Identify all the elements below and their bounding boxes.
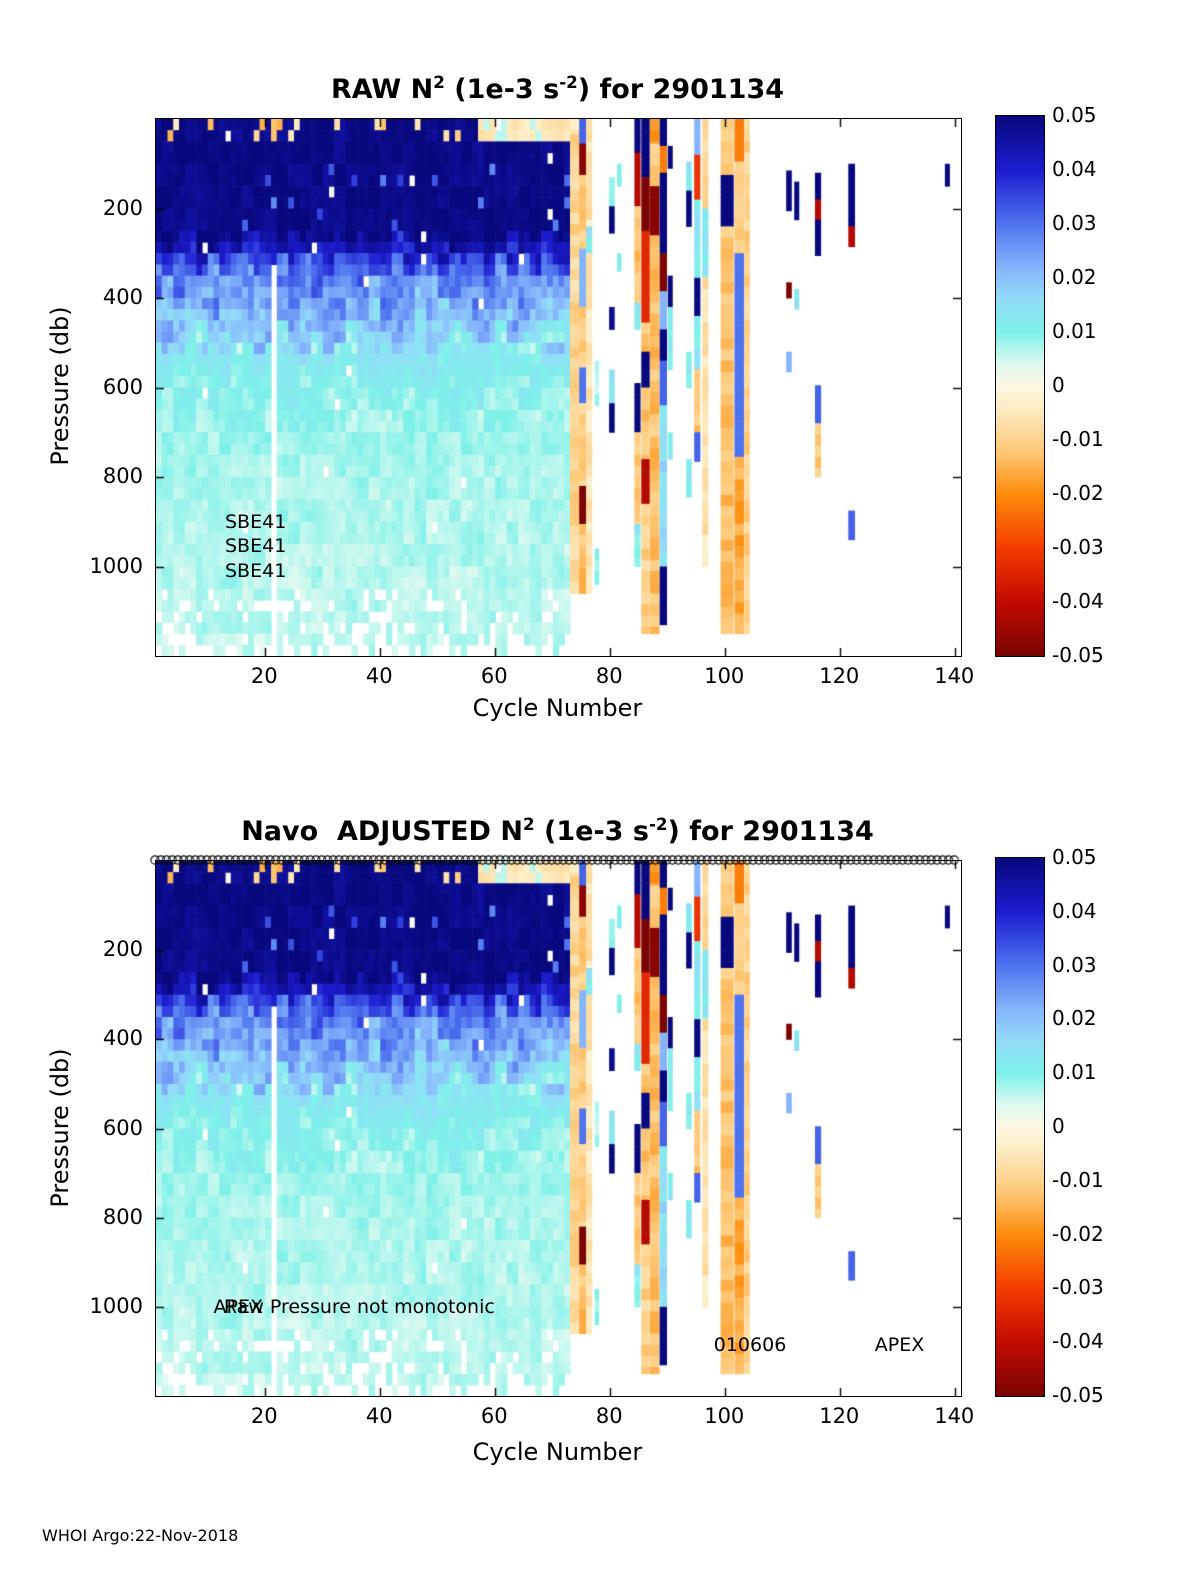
colorbar [995,115,1045,657]
x-tick-label: 100 [704,1404,745,1428]
raw-heatmap-plot: SBE41 SBE41 SBE41 [155,118,962,657]
y-tick-label: 200 [102,195,143,220]
plot-annotation: SBE41 [225,510,287,533]
x-tick-label: 40 [365,1404,393,1428]
title-superscript: 2 [522,814,535,834]
y-tick-label: 1000 [89,1293,143,1318]
x-tick-label: 80 [595,664,623,688]
x-tick-label: 100 [704,664,745,688]
plot-annotation: APEX [213,1295,263,1318]
adjusted-panel-title: Navo ADJUSTED N2 (1e-3 s-2) for 2901134 [155,814,960,847]
colorbar-tick-label: 0 [1052,1114,1065,1138]
raw-panel-title: RAW N2 (1e-3 s-2) for 2901134 [155,72,960,105]
colorbar-canvas [996,116,1044,656]
title-text: (1e-3 s [444,74,560,105]
title-text: ) for 2901134 [667,816,874,847]
colorbar-tick-label: 0.02 [1052,265,1097,289]
colorbar-tick-label: 0 [1052,373,1065,397]
x-axis-label: Cycle Number [472,1438,643,1466]
adjusted-heatmap-canvas [156,861,961,1396]
colorbar-tick-label: -0.05 [1052,643,1104,667]
y-tick-label: 800 [102,1204,143,1229]
title-superscript: -2 [559,72,578,92]
x-tick-label: 60 [480,1404,508,1428]
y-tick-label: 1000 [89,553,143,578]
colorbar [995,857,1045,1397]
colorbar-tick-label: 0.04 [1052,157,1097,181]
y-tick-label: 200 [102,937,143,962]
title-text: RAW N [330,74,434,105]
y-axis-label: Pressure (db) [46,306,74,466]
y-tick-label: 800 [102,464,143,488]
footer-caption: WHOI Argo:22-Nov-2018 [42,1526,239,1545]
colorbar-tick-label: -0.03 [1052,1275,1104,1300]
y-tick-label: 400 [102,1026,143,1051]
plot-annotation: APEX [874,1333,925,1356]
x-tick-label: 140 [934,1404,975,1428]
x-tick-label: 40 [365,664,393,688]
colorbar-canvas [996,858,1044,1396]
plot-annotation: Raw Pressure not monotonic [223,1295,495,1318]
x-tick-label: 140 [934,664,975,688]
title-superscript: 2 [433,72,445,92]
raw-heatmap-canvas [156,119,961,656]
plot-annotation: 010606 [713,1333,787,1356]
colorbar-tick-label: 0.05 [1052,103,1097,127]
y-tick-label: 600 [102,1115,143,1140]
x-tick-label: 60 [480,664,508,688]
y-tick-label: 400 [102,285,143,309]
colorbar-tick-label: 0.02 [1052,1006,1097,1031]
title-superscript: -2 [648,814,668,834]
x-tick-label: 20 [250,1404,278,1428]
x-axis-label: Cycle Number [472,694,643,722]
adjusted-heatmap-plot: APEX Raw Pressure not monotonic 010606 APEX [155,860,962,1397]
title-text: (1e-3 s [534,816,649,847]
x-tick-label: 80 [595,1404,623,1428]
x-tick-label: 120 [819,1404,860,1428]
title-text: ) for 2901134 [577,74,785,105]
title-text: Navo ADJUSTED N [241,816,523,847]
plot-annotation: SBE41 [225,535,287,558]
colorbar-tick-label: 0.01 [1052,319,1097,343]
colorbar-tick-label: -0.01 [1052,1167,1104,1192]
plot-annotation: SBE41 [225,559,287,582]
colorbar-tick-label: -0.02 [1052,1221,1104,1246]
y-tick-label: 600 [102,374,143,399]
colorbar-tick-label: -0.02 [1052,481,1104,505]
colorbar-tick-label: 0.05 [1052,845,1097,869]
colorbar-tick-label: 0.01 [1052,1060,1097,1085]
colorbar-tick-label: -0.04 [1052,1329,1104,1354]
x-tick-label: 20 [250,664,278,688]
x-tick-label: 120 [819,664,860,688]
colorbar-tick-label: 0.03 [1052,211,1097,235]
colorbar-tick-label: -0.04 [1052,589,1104,613]
y-axis-label: Pressure (db) [46,1048,74,1208]
colorbar-tick-label: -0.01 [1052,427,1104,451]
colorbar-tick-label: -0.03 [1052,535,1104,559]
colorbar-tick-label: 0.04 [1052,898,1097,923]
colorbar-tick-label: -0.05 [1052,1383,1104,1407]
colorbar-tick-label: 0.03 [1052,952,1097,977]
